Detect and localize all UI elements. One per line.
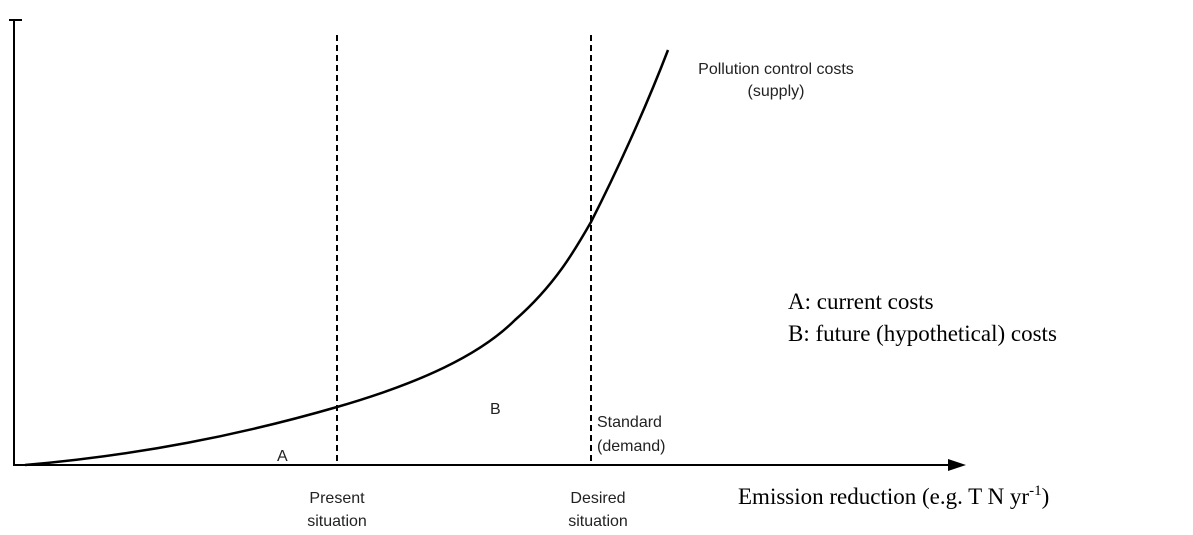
legend-entry: B: future (hypothetical) costs xyxy=(788,321,1057,346)
desired-label: situation xyxy=(568,513,628,530)
x-axis-label-superscript: -1 xyxy=(1029,483,1042,499)
curve-label: (supply) xyxy=(748,83,805,100)
area-a-label: A xyxy=(277,448,288,465)
area-b-label: B xyxy=(490,401,501,418)
desired-label: Desired xyxy=(570,490,625,507)
present-label: situation xyxy=(307,513,367,530)
standard-label: Standard xyxy=(597,414,662,431)
x-axis-arrow xyxy=(948,459,966,471)
x-axis-label-text: Emission reduction (e.g. T N yr xyxy=(738,484,1029,509)
standard-label: (demand) xyxy=(597,438,665,455)
present-label: Present xyxy=(309,490,365,507)
legend-entry: A: current costs xyxy=(788,289,934,314)
x-axis-label-suffix: ) xyxy=(1042,484,1050,509)
x-axis-label: Emission reduction (e.g. T N yr-1) xyxy=(738,483,1049,509)
cost-curve xyxy=(24,49,670,467)
curve-label: Pollution control costs xyxy=(698,61,854,78)
